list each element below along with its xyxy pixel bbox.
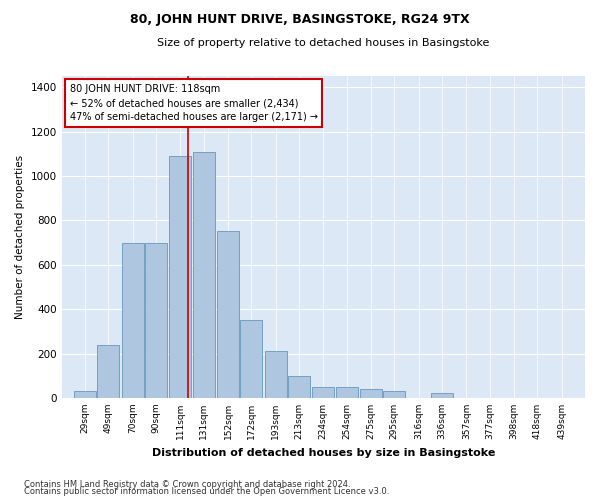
Bar [288, 376, 310, 398]
Bar [335, 387, 358, 398]
Title: Size of property relative to detached houses in Basingstoke: Size of property relative to detached ho… [157, 38, 490, 48]
Bar [169, 156, 191, 398]
Bar [360, 389, 382, 398]
Text: Contains HM Land Registry data © Crown copyright and database right 2024.: Contains HM Land Registry data © Crown c… [24, 480, 350, 489]
Bar [240, 320, 262, 398]
Text: 80, JOHN HUNT DRIVE, BASINGSTOKE, RG24 9TX: 80, JOHN HUNT DRIVE, BASINGSTOKE, RG24 9… [130, 12, 470, 26]
Bar [431, 394, 453, 398]
Bar [145, 242, 167, 398]
Bar [193, 152, 215, 398]
Bar [122, 242, 143, 398]
Bar [265, 352, 287, 398]
Text: 80 JOHN HUNT DRIVE: 118sqm
← 52% of detached houses are smaller (2,434)
47% of s: 80 JOHN HUNT DRIVE: 118sqm ← 52% of deta… [70, 84, 317, 122]
Y-axis label: Number of detached properties: Number of detached properties [15, 155, 25, 319]
Bar [97, 344, 119, 398]
Bar [217, 232, 239, 398]
Bar [383, 392, 406, 398]
Text: Contains public sector information licensed under the Open Government Licence v3: Contains public sector information licen… [24, 487, 389, 496]
Bar [312, 387, 334, 398]
X-axis label: Distribution of detached houses by size in Basingstoke: Distribution of detached houses by size … [152, 448, 495, 458]
Bar [74, 392, 96, 398]
